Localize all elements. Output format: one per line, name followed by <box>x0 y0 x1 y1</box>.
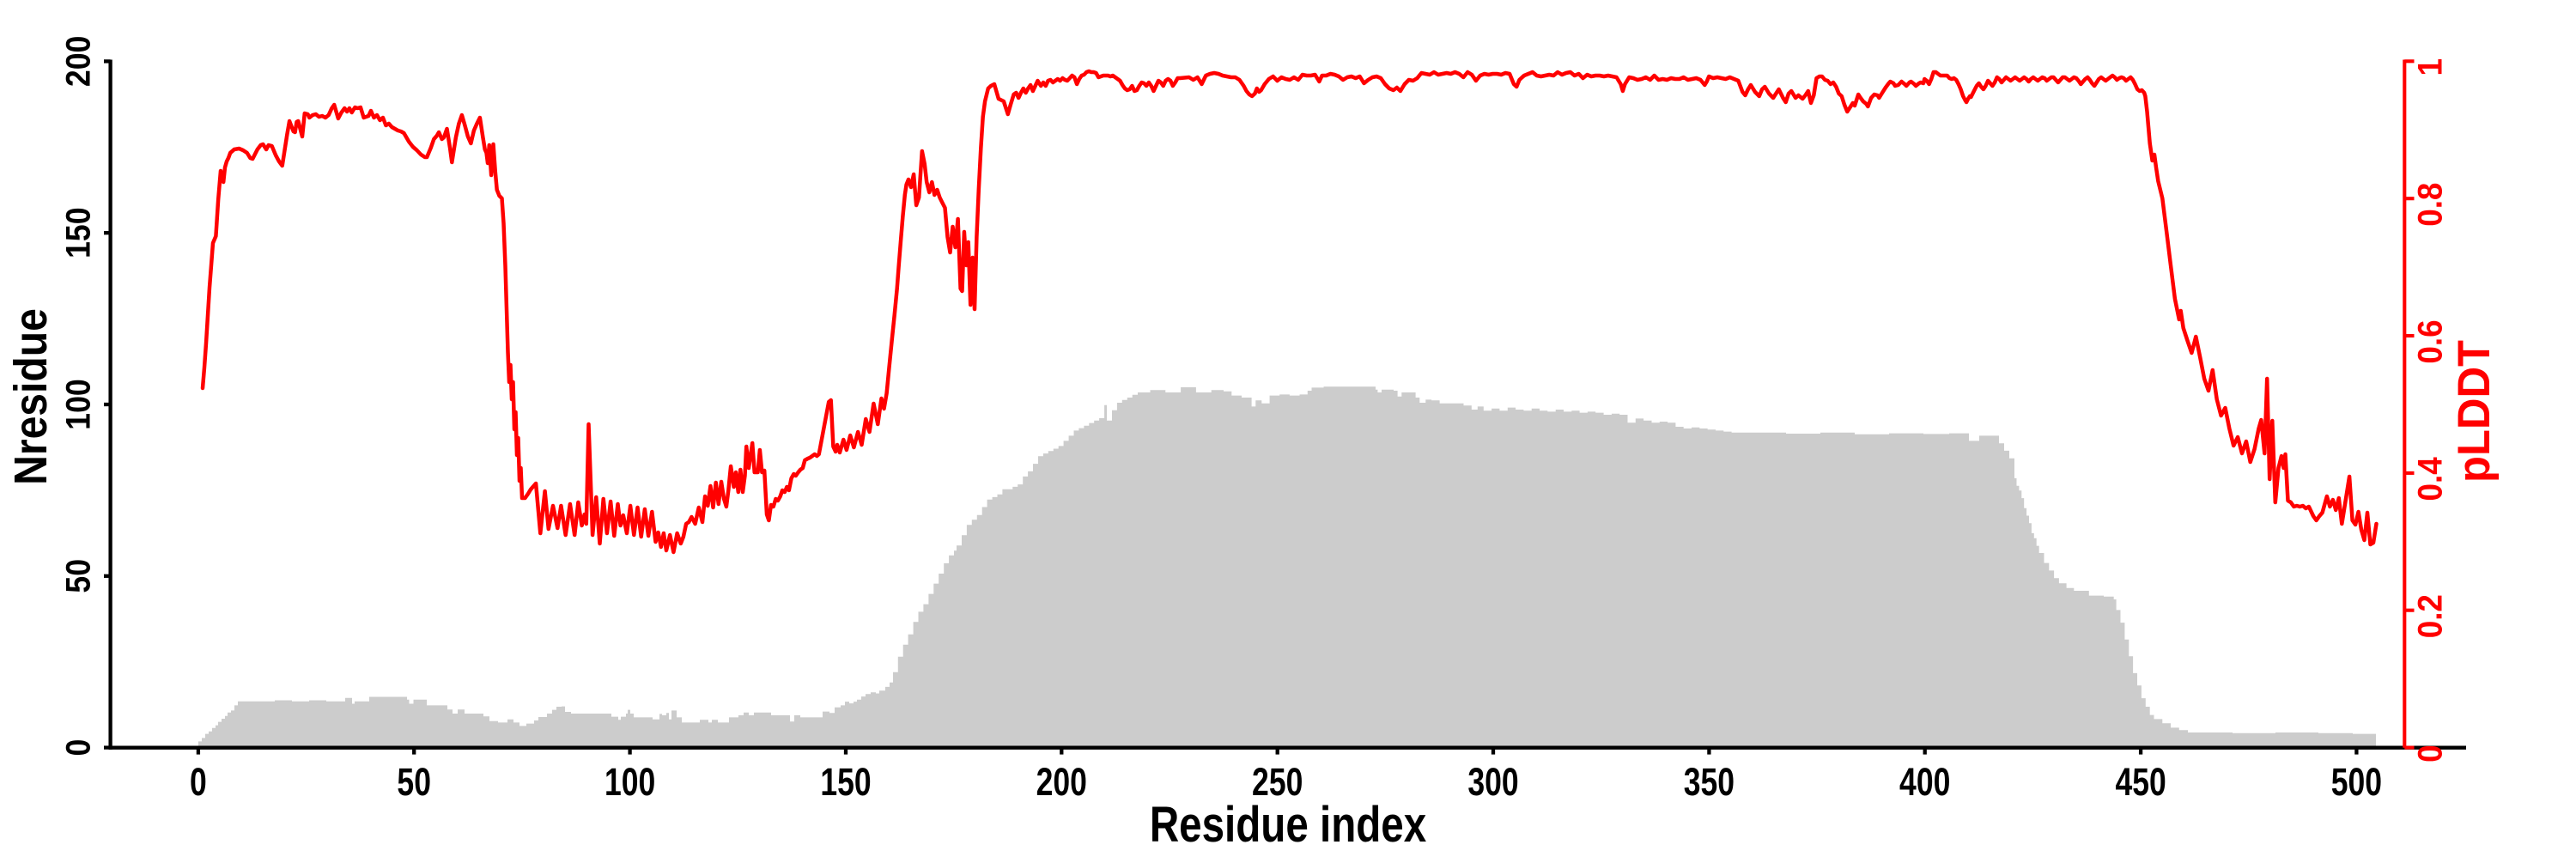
svg-text:500: 500 <box>2331 760 2382 804</box>
svg-text:200: 200 <box>1036 760 1087 804</box>
svg-text:150: 150 <box>820 760 871 804</box>
svg-text:0.6: 0.6 <box>2411 319 2450 363</box>
svg-text:50: 50 <box>397 760 431 804</box>
svg-text:0.4: 0.4 <box>2411 457 2450 501</box>
svg-text:0.8: 0.8 <box>2411 183 2450 227</box>
svg-text:400: 400 <box>1899 760 1950 804</box>
svg-text:100: 100 <box>605 760 655 804</box>
svg-text:Nresidue: Nresidue <box>4 308 56 485</box>
svg-text:0: 0 <box>2411 744 2450 762</box>
svg-text:150: 150 <box>60 208 98 258</box>
svg-text:450: 450 <box>2115 760 2166 804</box>
svg-text:Residue index: Residue index <box>1150 797 1427 853</box>
svg-text:pLDDT: pLDDT <box>2448 340 2499 483</box>
svg-text:250: 250 <box>1252 760 1303 804</box>
svg-text:200: 200 <box>60 36 98 87</box>
svg-text:0.2: 0.2 <box>2411 594 2450 638</box>
svg-text:300: 300 <box>1467 760 1518 804</box>
svg-text:0: 0 <box>190 760 207 804</box>
svg-text:100: 100 <box>60 379 98 429</box>
svg-text:50: 50 <box>60 559 98 593</box>
svg-text:0: 0 <box>60 739 98 757</box>
svg-text:1: 1 <box>2411 58 2450 76</box>
svg-text:350: 350 <box>1684 760 1735 804</box>
